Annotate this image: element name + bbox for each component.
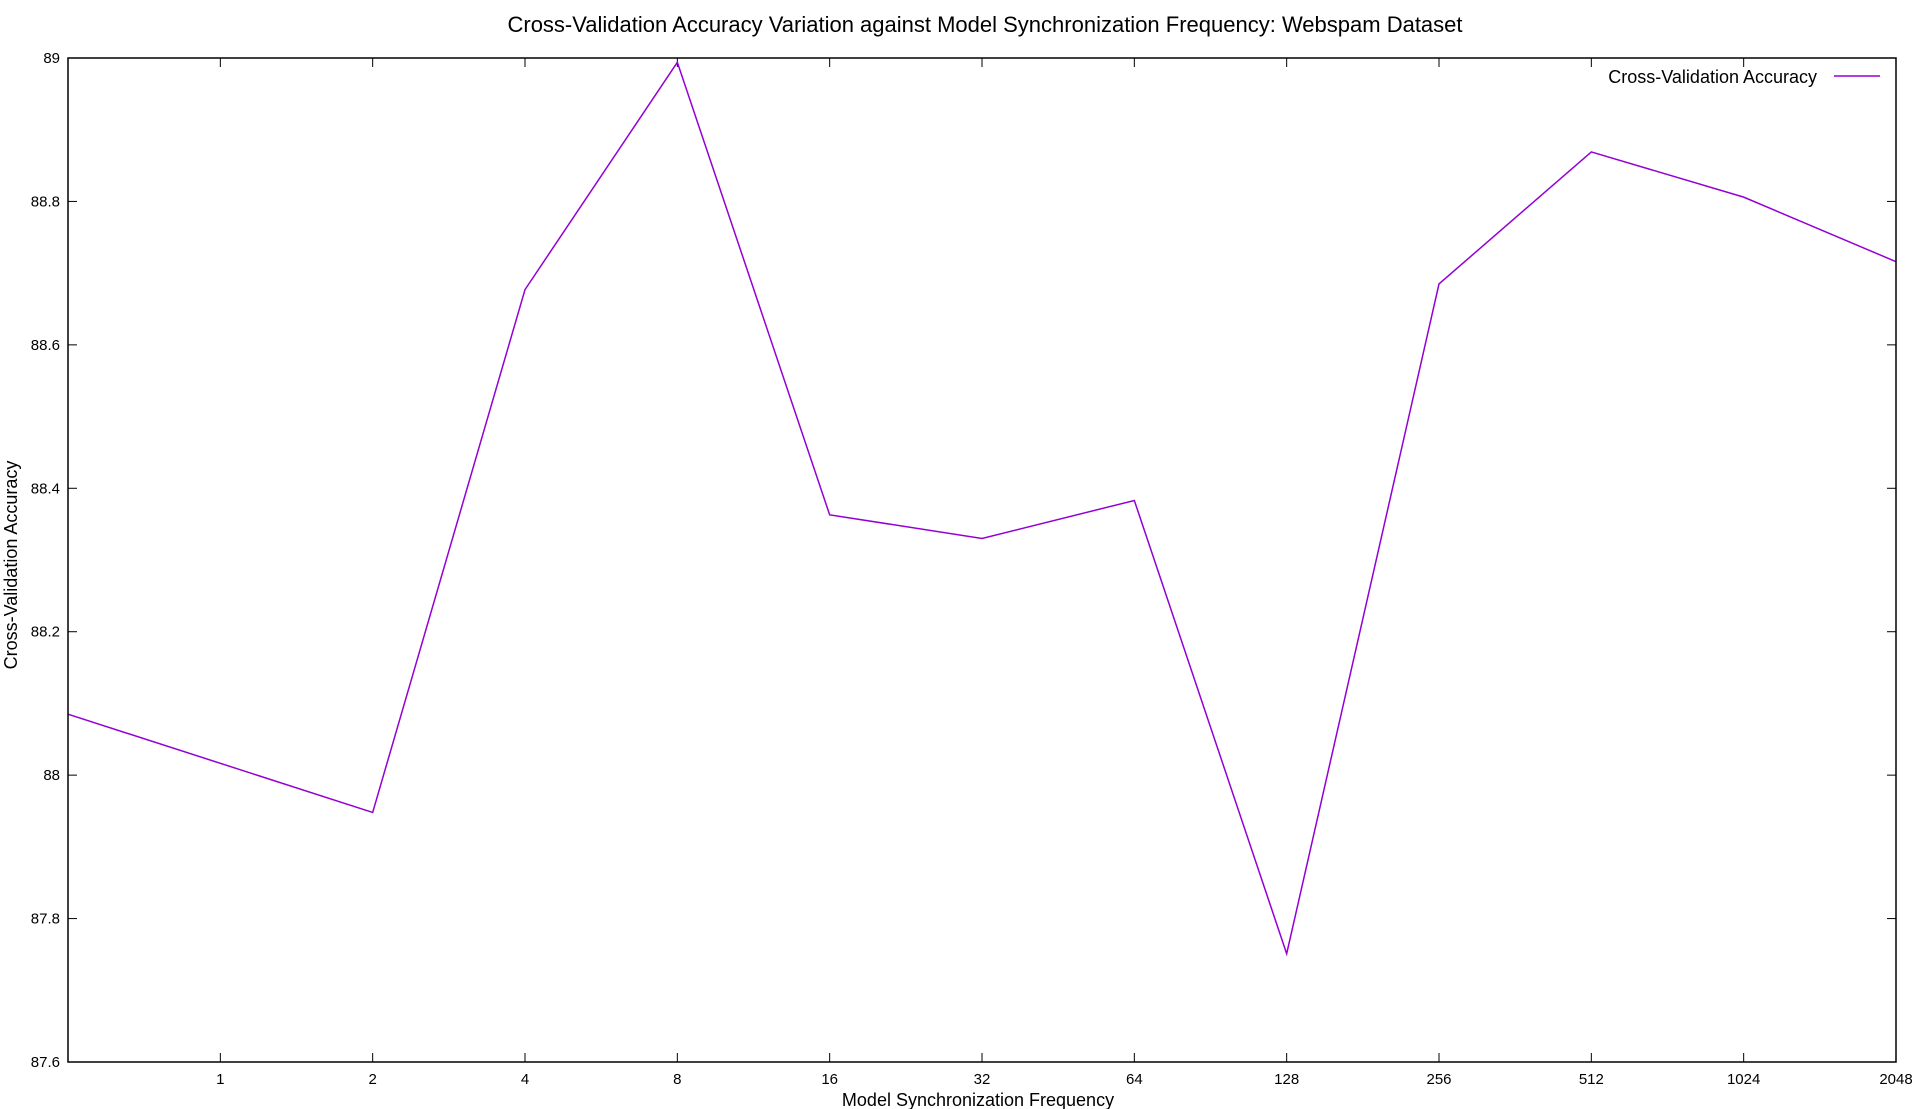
x-axis-label: Model Synchronization Frequency xyxy=(842,1090,1114,1109)
x-tick-label: 128 xyxy=(1274,1071,1299,1088)
x-tick-label: 256 xyxy=(1426,1071,1451,1088)
y-tick-label: 88 xyxy=(43,767,60,784)
legend: Cross-Validation Accuracy xyxy=(1608,67,1880,87)
x-tick-label: 8 xyxy=(673,1071,681,1088)
x-tick-label: 4 xyxy=(521,1071,529,1088)
x-tick-label: 2048 xyxy=(1879,1071,1912,1088)
y-tick-label: 89 xyxy=(43,50,60,67)
y-tick-label: 88.8 xyxy=(31,193,60,210)
chart-title: Cross-Validation Accuracy Variation agai… xyxy=(507,12,1462,37)
x-tick-label: 512 xyxy=(1579,1071,1604,1088)
y-tick-label: 88.4 xyxy=(31,480,60,497)
series-line xyxy=(67,60,1897,957)
y-tick-label: 87.8 xyxy=(31,911,60,928)
y-tick-label: 88.6 xyxy=(31,337,60,354)
x-ticks: 1 2 4 8 16 32 64 128 256 512 1024 2048 xyxy=(216,58,1913,1088)
x-tick-label: 1 xyxy=(216,1071,224,1088)
x-tick-label: 2 xyxy=(368,1071,376,1088)
x-tick-label: 16 xyxy=(821,1071,838,1088)
x-tick-label: 64 xyxy=(1126,1071,1143,1088)
x-tick-label: 32 xyxy=(974,1071,991,1088)
y-tick-label: 87.6 xyxy=(31,1054,60,1071)
y-axis-label: Cross-Validation Accuracy xyxy=(1,461,21,670)
y-ticks: 87.6 87.8 88 88.2 88.4 88.6 88.8 89 xyxy=(31,50,1896,1071)
y-tick-label: 88.2 xyxy=(31,624,60,641)
plot-frame xyxy=(67,57,1897,1063)
legend-label: Cross-Validation Accuracy xyxy=(1608,67,1817,87)
x-tick-label: 1024 xyxy=(1727,1071,1760,1088)
series-lines xyxy=(67,60,1897,957)
